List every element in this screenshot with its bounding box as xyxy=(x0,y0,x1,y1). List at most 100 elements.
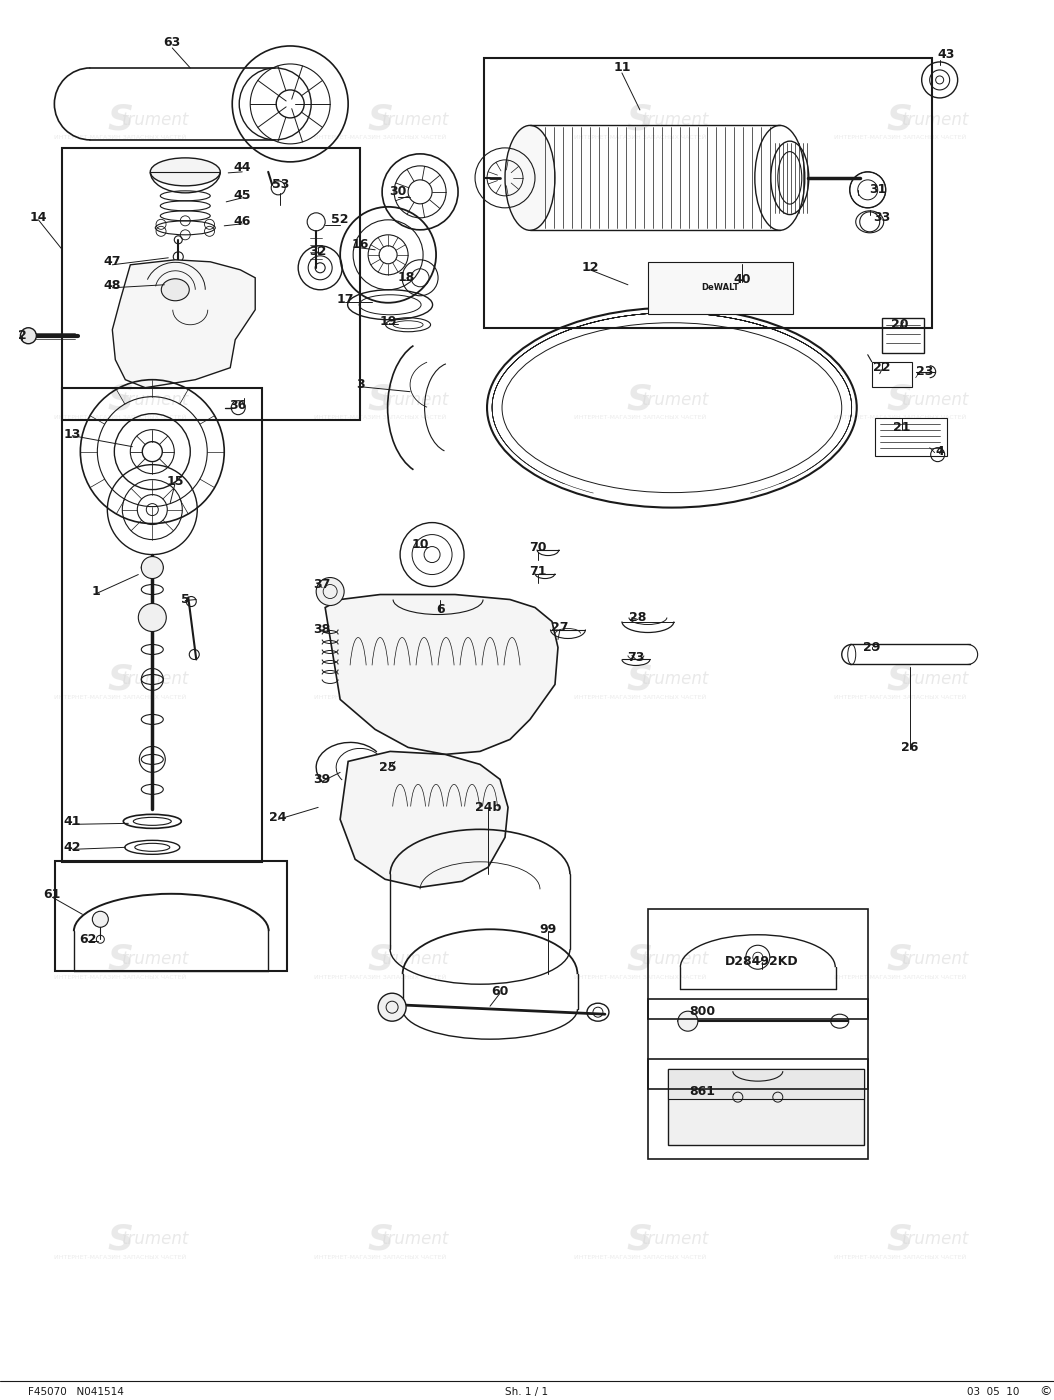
Text: 39: 39 xyxy=(313,773,331,785)
Text: trument: trument xyxy=(902,1231,969,1247)
Text: 52: 52 xyxy=(331,213,349,227)
Text: trument: trument xyxy=(902,951,969,969)
Text: S: S xyxy=(108,382,133,417)
Text: trument: trument xyxy=(383,1231,449,1247)
Polygon shape xyxy=(113,260,255,388)
Text: ИНТЕРНЕТ-МАГАЗИН ЗАПАСНЫХ ЧАСТЕЙ: ИНТЕРНЕТ-МАГАЗИН ЗАПАСНЫХ ЧАСТЕЙ xyxy=(54,694,187,700)
Polygon shape xyxy=(340,752,508,888)
Text: trument: trument xyxy=(122,391,190,409)
Text: trument: trument xyxy=(383,671,449,689)
Text: 38: 38 xyxy=(313,623,331,636)
Text: ИНТЕРНЕТ-МАГАЗИН ЗАПАСНЫХ ЧАСТЕЙ: ИНТЕРНЕТ-МАГАЗИН ЗАПАСНЫХ ЧАСТЕЙ xyxy=(573,416,706,420)
Text: ©: © xyxy=(1039,1386,1052,1399)
Text: 21: 21 xyxy=(893,421,911,434)
Text: 63: 63 xyxy=(163,36,181,49)
Text: ИНТЕРНЕТ-МАГАЗИН ЗАПАСНЫХ ЧАСТЕЙ: ИНТЕРНЕТ-МАГАЗИН ЗАПАСНЫХ ЧАСТЕЙ xyxy=(54,136,187,140)
Ellipse shape xyxy=(505,126,555,231)
Text: trument: trument xyxy=(902,391,969,409)
Text: S: S xyxy=(367,1222,393,1256)
Circle shape xyxy=(93,911,109,927)
Text: 73: 73 xyxy=(627,651,645,664)
Text: 42: 42 xyxy=(63,841,81,854)
Text: 24b: 24b xyxy=(475,801,502,813)
Text: 29: 29 xyxy=(863,641,880,654)
Text: S: S xyxy=(627,1222,652,1256)
Text: 26: 26 xyxy=(901,741,918,755)
Bar xyxy=(56,861,287,972)
Text: S: S xyxy=(627,382,652,417)
Text: ИНТЕРНЕТ-МАГАЗИН ЗАПАСНЫХ ЧАСТЕЙ: ИНТЕРНЕТ-МАГАЗИН ЗАПАСНЫХ ЧАСТЕЙ xyxy=(314,136,446,140)
Text: ИНТЕРНЕТ-МАГАЗИН ЗАПАСНЫХ ЧАСТЕЙ: ИНТЕРНЕТ-МАГАЗИН ЗАПАСНЫХ ЧАСТЕЙ xyxy=(834,416,965,420)
Text: 11: 11 xyxy=(613,62,630,74)
Text: ИНТЕРНЕТ-МАГАЗИН ЗАПАСНЫХ ЧАСТЕЙ: ИНТЕРНЕТ-МАГАЗИН ЗАПАСНЫХ ЧАСТЕЙ xyxy=(54,1254,187,1260)
Text: 44: 44 xyxy=(234,161,251,175)
Text: 17: 17 xyxy=(336,293,354,307)
Text: 47: 47 xyxy=(103,255,121,269)
Circle shape xyxy=(378,993,406,1021)
Text: 800: 800 xyxy=(689,1005,715,1018)
Text: 19: 19 xyxy=(379,315,396,328)
Text: ИНТЕРНЕТ-МАГАЗИН ЗАПАСНЫХ ЧАСТЕЙ: ИНТЕРНЕТ-МАГАЗИН ЗАПАСНЫХ ЧАСТЕЙ xyxy=(314,974,446,980)
Text: 99: 99 xyxy=(540,923,557,935)
Text: S: S xyxy=(108,1222,133,1256)
Bar xyxy=(484,57,932,328)
Text: ИНТЕРНЕТ-МАГАЗИН ЗАПАСНЫХ ЧАСТЕЙ: ИНТЕРНЕТ-МАГАЗИН ЗАПАСНЫХ ЧАСТЕЙ xyxy=(834,694,965,700)
Text: S: S xyxy=(886,382,913,417)
Text: S: S xyxy=(627,662,652,696)
Text: 41: 41 xyxy=(63,815,81,827)
Text: ИНТЕРНЕТ-МАГАЗИН ЗАПАСНЫХ ЧАСТЕЙ: ИНТЕРНЕТ-МАГАЗИН ЗАПАСНЫХ ЧАСТЕЙ xyxy=(314,1254,446,1260)
Text: 46: 46 xyxy=(234,216,251,228)
Bar xyxy=(648,262,793,314)
Text: S: S xyxy=(108,104,133,137)
Text: 71: 71 xyxy=(529,566,547,578)
Text: 28: 28 xyxy=(629,610,646,624)
Text: 60: 60 xyxy=(491,984,509,998)
Text: ИНТЕРНЕТ-МАГАЗИН ЗАПАСНЫХ ЧАСТЕЙ: ИНТЕРНЕТ-МАГАЗИН ЗАПАСНЫХ ЧАСТЕЙ xyxy=(834,974,965,980)
Text: S: S xyxy=(627,942,652,976)
Bar xyxy=(875,417,946,455)
Text: 43: 43 xyxy=(937,49,954,62)
Bar xyxy=(882,318,923,353)
Bar xyxy=(648,909,867,1019)
Text: trument: trument xyxy=(642,671,709,689)
Text: 40: 40 xyxy=(734,273,750,286)
Text: trument: trument xyxy=(383,111,449,129)
Text: 62: 62 xyxy=(80,932,97,946)
Text: F45070   N041514: F45070 N041514 xyxy=(28,1387,124,1397)
Text: S: S xyxy=(886,104,913,137)
Text: ИНТЕРНЕТ-МАГАЗИН ЗАПАСНЫХ ЧАСТЕЙ: ИНТЕРНЕТ-МАГАЗИН ЗАПАСНЫХ ЧАСТЕЙ xyxy=(834,136,965,140)
Text: S: S xyxy=(627,104,652,137)
Text: ИНТЕРНЕТ-МАГАЗИН ЗАПАСНЫХ ЧАСТЕЙ: ИНТЕРНЕТ-МАГАЗИН ЗАПАСНЫХ ЧАСТЕЙ xyxy=(314,694,446,700)
Bar xyxy=(62,388,262,862)
Polygon shape xyxy=(326,595,558,755)
Text: trument: trument xyxy=(383,951,449,969)
Text: trument: trument xyxy=(642,1231,709,1247)
Text: 27: 27 xyxy=(551,622,569,634)
Text: 45: 45 xyxy=(234,189,251,203)
Text: S: S xyxy=(886,662,913,696)
Text: ИНТЕРНЕТ-МАГАЗИН ЗАПАСНЫХ ЧАСТЕЙ: ИНТЕРНЕТ-МАГАЗИН ЗАПАСНЫХ ЧАСТЕЙ xyxy=(54,974,187,980)
Text: 3: 3 xyxy=(356,378,365,391)
Text: trument: trument xyxy=(122,1231,190,1247)
Text: 10: 10 xyxy=(411,538,429,552)
Text: 36: 36 xyxy=(230,399,247,412)
Text: 861: 861 xyxy=(689,1085,715,1098)
Text: 53: 53 xyxy=(272,178,289,192)
Text: 12: 12 xyxy=(581,262,599,274)
Text: 6: 6 xyxy=(435,603,445,616)
Text: trument: trument xyxy=(122,111,190,129)
Text: 37: 37 xyxy=(313,578,331,591)
Text: ИНТЕРНЕТ-МАГАЗИН ЗАПАСНЫХ ЧАСТЕЙ: ИНТЕРНЕТ-МАГАЗИН ЗАПАСНЫХ ЧАСТЕЙ xyxy=(314,416,446,420)
Text: trument: trument xyxy=(122,671,190,689)
Text: trument: trument xyxy=(902,671,969,689)
Text: 48: 48 xyxy=(103,279,121,293)
Text: S: S xyxy=(367,942,393,976)
Text: 15: 15 xyxy=(167,475,184,489)
Bar xyxy=(62,148,360,420)
Text: 23: 23 xyxy=(916,365,934,378)
Text: 24: 24 xyxy=(270,811,287,823)
Text: S: S xyxy=(367,662,393,696)
Text: 14: 14 xyxy=(30,211,47,224)
Text: ИНТЕРНЕТ-МАГАЗИН ЗАПАСНЫХ ЧАСТЕЙ: ИНТЕРНЕТ-МАГАЗИН ЗАПАСНЫХ ЧАСТЕЙ xyxy=(54,416,187,420)
Text: S: S xyxy=(108,942,133,976)
